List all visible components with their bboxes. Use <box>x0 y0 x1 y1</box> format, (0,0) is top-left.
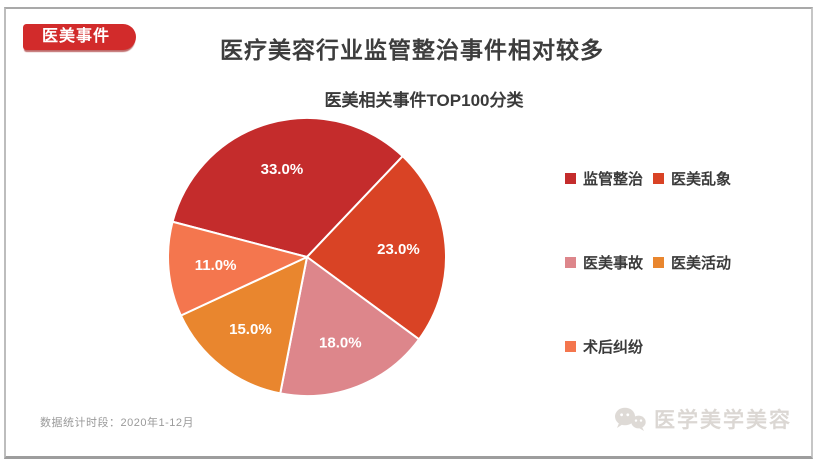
legend-marker-icon <box>653 256 665 268</box>
legend-marker-icon <box>565 340 576 352</box>
section-badge: 医美事件 <box>23 24 137 50</box>
pie-data-label-医美活动: 15.0% <box>229 321 272 338</box>
pie-slice-医美乱象 <box>306 155 447 341</box>
pie-data-label-医美事故: 18.0% <box>319 335 362 352</box>
legend-marker-icon <box>565 256 576 268</box>
pie-slice-医美活动 <box>179 256 308 395</box>
pie-chart: 33.0% 23.0% 18.0% 15.0% 11.0% <box>167 116 447 397</box>
pie-data-label-医美乱象: 23.0% <box>377 241 420 258</box>
legend-item-监管整治: 监管整治 <box>565 170 644 188</box>
pie-slice-术后纠纷 <box>167 220 308 317</box>
brand-watermark: 医学美学美容 <box>613 404 792 434</box>
slide-title: 医疗美容行业监管整治事件相对较多 <box>220 37 604 63</box>
legend-marker-icon <box>565 172 576 184</box>
legend-item-医美乱象: 医美乱象 <box>653 170 732 188</box>
legend-label: 医美活动 <box>671 254 732 272</box>
legend-item-医美事故: 医美事故 <box>565 254 644 272</box>
pie-slice-监管整治 <box>171 116 404 258</box>
pie-data-label-术后纠纷: 11.0% <box>195 257 237 274</box>
chart-title: 医美相关事件TOP100分类 <box>324 91 524 110</box>
brand-name: 医学美学美容 <box>654 409 792 432</box>
chat-bubbles-icon <box>615 407 646 431</box>
legend-item-医美活动: 医美活动 <box>653 254 732 272</box>
legend-marker-icon <box>653 172 665 184</box>
pie-slice-医美事故 <box>279 256 421 397</box>
legend-label: 术后纠纷 <box>583 338 644 356</box>
chart-legend: 监管整治 医美乱象医美事故 医美活动术后纠纷 <box>565 170 732 356</box>
legend-label: 医美事故 <box>583 254 644 272</box>
pie-data-label-监管整治: 33.0% <box>261 161 304 178</box>
legend-item-术后纠纷: 术后纠纷 <box>565 338 644 356</box>
legend-label: 监管整治 <box>583 170 644 188</box>
data-period-note: 数据统计时段：2020年1-12月 <box>40 417 194 429</box>
legend-label: 医美乱象 <box>671 170 732 188</box>
